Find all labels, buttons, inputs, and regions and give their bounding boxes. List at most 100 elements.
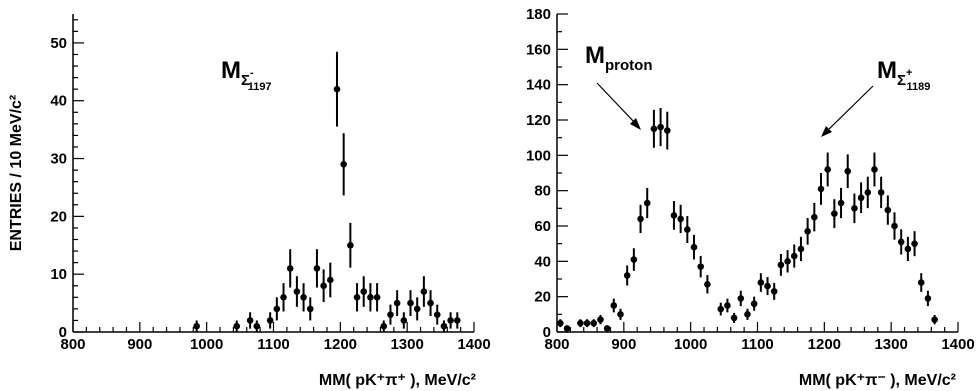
left-y-tick-label: 0 (59, 324, 67, 341)
right-data-point (597, 316, 604, 323)
left-data-point (353, 294, 361, 301)
left-data-point (293, 288, 301, 295)
left-data-point (393, 299, 401, 307)
right-data-point (844, 167, 852, 175)
right-annotation-sigma-plus: MΣ+ 1189 (877, 57, 930, 93)
right-y-tick-label: 160 (526, 41, 551, 58)
left-data-point (420, 288, 428, 295)
right-data-point (777, 261, 785, 269)
left-data-point (273, 305, 281, 313)
right-x-axis-title: MM( pK⁺π⁻ ), MeV/c² (799, 372, 956, 389)
right-data-point (730, 314, 738, 322)
left-data-point (387, 311, 394, 318)
right-data-point (663, 127, 671, 134)
right-data-point (811, 213, 818, 221)
right-data-point (864, 189, 872, 196)
right-data-point (804, 228, 811, 235)
svg-text:MΣ-1197: MΣ-1197 (221, 57, 272, 93)
left-data-point (360, 288, 368, 295)
right-data-point (784, 258, 791, 265)
svg-text:MΣ+1189: MΣ+ 1189 (877, 57, 930, 93)
right-data-point (623, 272, 631, 279)
left-data-point (280, 294, 287, 301)
right-panel: 800 900 1000 1100 1200 1300 1400 0 20 40 60 80 100 12… (526, 6, 975, 389)
right-y-tick-label: 20 (534, 289, 551, 306)
proton-arrow (596, 82, 641, 130)
right-data-point (924, 295, 932, 302)
right-x-tick-label: 800 (544, 336, 569, 353)
right-x-tick-label: 900 (611, 336, 636, 353)
left-data-point (306, 305, 314, 313)
right-annotation-proton: Mproton (585, 42, 652, 74)
left-x-tick-label: 1400 (457, 336, 490, 353)
left-data-point (327, 276, 334, 284)
left-data-point (347, 241, 354, 249)
left-data-point (340, 161, 347, 168)
right-data-point (897, 238, 905, 246)
right-y-tick-label: 0 (543, 324, 551, 341)
left-panel: ENTRIES / 10 MeV/c² 800 900 1000 1100 1200 13… (8, 14, 491, 389)
right-data-point (770, 288, 778, 295)
left-data-point (400, 317, 408, 324)
left-annotation-sigma-minus: MΣ-1197 (221, 57, 272, 93)
right-data-point (617, 311, 624, 318)
right-data-point (790, 252, 798, 260)
left-data-point (320, 282, 327, 290)
right-data-point (764, 282, 771, 290)
right-y-tick-label: 60 (534, 218, 551, 235)
left-x-tick-label: 1100 (257, 336, 290, 353)
right-data-point (557, 319, 564, 327)
right-data-point (757, 279, 765, 286)
left-x-tick-label: 800 (60, 336, 85, 353)
left-data-point (433, 311, 441, 318)
left-data-point (427, 299, 434, 307)
right-y-tick-label: 120 (526, 112, 551, 129)
right-data-point (831, 210, 838, 217)
right-data-point (911, 240, 918, 247)
right-y-tick-label: 40 (534, 253, 551, 270)
right-data-point (891, 222, 898, 230)
left-data-point (233, 322, 241, 330)
right-data-point (724, 302, 731, 309)
left-data-point (286, 265, 294, 272)
left-data-point (300, 294, 307, 301)
right-data-point (603, 325, 611, 332)
left-x-tick-label: 900 (127, 336, 152, 353)
right-data-point (871, 166, 878, 173)
right-data-point (904, 245, 912, 253)
sigma-plus-arrow (821, 85, 874, 137)
right-data-point (744, 311, 751, 318)
left-data-point (453, 317, 461, 324)
right-data-point (590, 319, 598, 327)
left-y-tick-label: 40 (50, 93, 67, 110)
left-y-tick-label: 20 (50, 208, 67, 225)
left-data-point (373, 294, 381, 301)
right-data-point (837, 199, 845, 207)
right-data-point (797, 245, 805, 253)
left-data-point (413, 305, 421, 313)
right-data-point (684, 226, 691, 233)
right-data-point (931, 316, 938, 323)
right-y-tick-label: 180 (526, 6, 551, 23)
left-data-point (246, 317, 254, 324)
left-data-point (440, 322, 448, 330)
right-data-point (917, 279, 925, 286)
right-data-point (697, 263, 704, 270)
right-data-point (657, 123, 664, 131)
left-plot-area: 800 900 1000 1100 1200 1300 1400 0 10 20 30 40 50 (50, 14, 491, 353)
right-x-tick-label: 1200 (808, 336, 841, 353)
right-data-point (851, 205, 858, 212)
left-x-tick-label: 1300 (390, 336, 423, 353)
right-data-point (630, 256, 638, 263)
right-data-point (704, 281, 711, 288)
right-data-point (577, 319, 584, 327)
right-data-point (737, 295, 745, 302)
left-y-axis-title: ENTRIES / 10 MeV/c² (8, 95, 25, 252)
svg-text:Mproton: Mproton (585, 42, 652, 74)
right-data-point (610, 302, 618, 309)
left-data-point (367, 294, 374, 301)
right-data-point (670, 212, 678, 219)
right-data-point (717, 305, 725, 313)
left-x-tick-label: 1200 (324, 336, 357, 353)
